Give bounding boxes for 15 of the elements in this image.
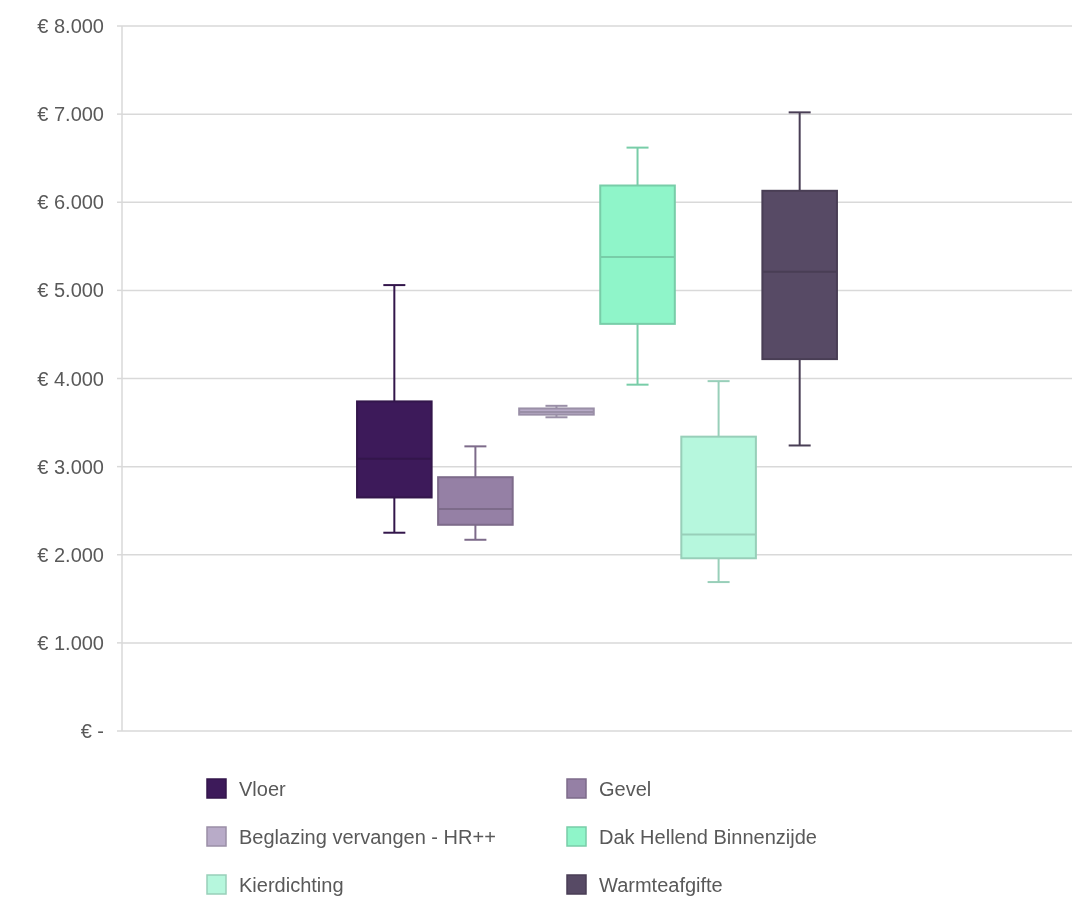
legend-label: Vloer [239, 778, 287, 800]
legend-label: Kierdichting [239, 874, 344, 896]
legend-label: Gevel [599, 778, 652, 800]
y-tick-label: € 2.000 [37, 543, 104, 566]
y-tick-label: € 5.000 [37, 279, 104, 302]
y-tick-label: € 7.000 [37, 103, 104, 126]
y-tick-label: € 6.000 [37, 191, 104, 214]
y-tick-label: € 1.000 [37, 631, 104, 654]
y-tick-label: € 3.000 [37, 455, 104, 478]
y-tick-label: € 8.000 [37, 15, 104, 37]
y-tick-label: € 4.000 [37, 367, 104, 390]
legend-label: Dak Hellend Binnenzijde [599, 826, 817, 848]
legend-label: Warmteafgifte [599, 874, 723, 896]
legend-label: Beglazing vervangen - HR++ [239, 826, 496, 848]
y-tick-label: € - [80, 720, 104, 742]
